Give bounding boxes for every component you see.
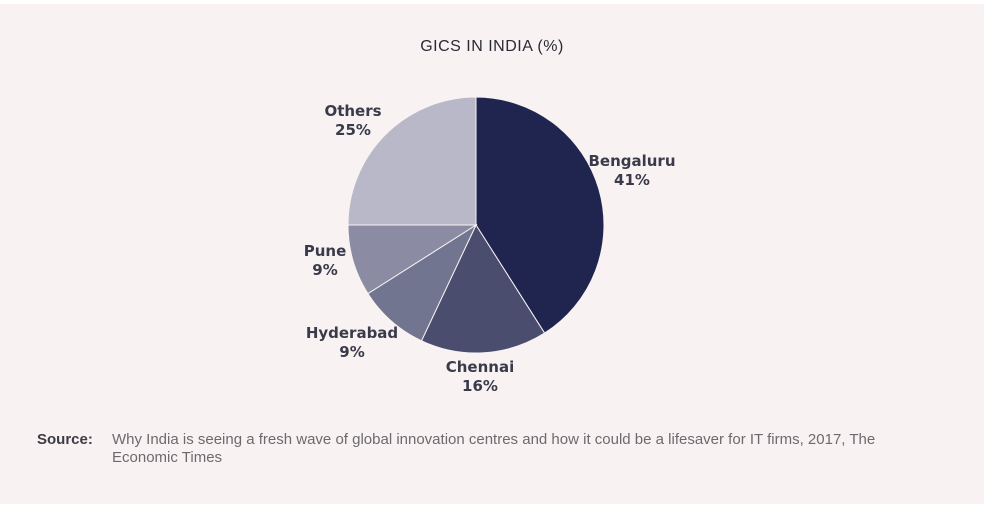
pie-slices [347, 96, 605, 354]
slice-value-hyderabad: 9% [339, 343, 364, 361]
slice-label-chennai: Chennai [446, 358, 514, 376]
source-text: Why India is seeing a fresh wave of glob… [112, 431, 876, 466]
pie-slice-others [347, 96, 477, 226]
slice-label-bengaluru: Bengaluru [588, 152, 675, 170]
pie-chart: Bengaluru41%Chennai16%Hyderabad9%Pune9%O… [304, 96, 676, 395]
source-label: Source: [37, 431, 93, 448]
slice-value-chennai: 16% [462, 377, 498, 395]
pie-slice-chennai [420, 223, 546, 354]
slice-value-pune: 9% [312, 261, 337, 279]
chart-title: GICS IN INDIA (%) [420, 38, 564, 55]
slice-label-pune: Pune [304, 242, 347, 260]
slice-label-hyderabad: Hyderabad [306, 324, 398, 342]
slice-value-others: 25% [335, 121, 371, 139]
slice-label-others: Others [324, 102, 381, 120]
slice-value-bengaluru: 41% [614, 171, 650, 189]
pie-slice-bengaluru [475, 96, 605, 334]
pie-labels: Bengaluru41%Chennai16%Hyderabad9%Pune9%O… [304, 102, 676, 395]
